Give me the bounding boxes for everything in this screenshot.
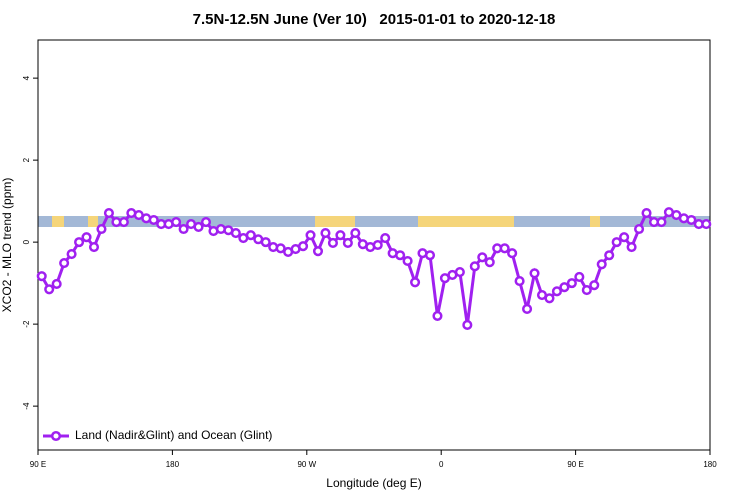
data-point <box>260 237 271 248</box>
land-patch <box>88 216 98 227</box>
data-point <box>619 232 630 243</box>
data-point <box>462 319 473 331</box>
y-tick-label: -2 <box>22 320 31 328</box>
x-tick-label: 90 E <box>30 460 46 469</box>
data-point <box>305 230 316 241</box>
y-axis-label: XCO2 - MLO trend (ppm) <box>0 178 14 313</box>
x-tick-label: 90 W <box>297 460 316 469</box>
data-point <box>335 230 346 241</box>
data-point <box>410 277 421 288</box>
ocean-band <box>38 216 710 227</box>
data-point <box>36 271 47 282</box>
data-point <box>44 284 55 295</box>
data-point <box>424 250 436 261</box>
data-point <box>81 232 92 243</box>
data-point <box>656 216 667 228</box>
data-point <box>245 230 256 241</box>
data-point <box>604 250 615 261</box>
x-axis-label: Longitude (deg E) <box>326 476 421 490</box>
data-point <box>634 223 645 235</box>
data-point <box>559 282 570 293</box>
data-point <box>298 241 309 252</box>
x-tick-label: 0 <box>439 460 444 469</box>
legend-marker <box>50 430 62 442</box>
data-point <box>477 252 488 263</box>
data-point <box>514 276 525 287</box>
data-point <box>566 278 577 289</box>
data-point <box>686 214 697 226</box>
data-point <box>66 248 77 260</box>
data-point <box>118 216 129 228</box>
data-point <box>499 243 510 254</box>
land-patch <box>590 216 600 227</box>
data-point <box>372 239 383 251</box>
map-band <box>38 216 710 227</box>
data-point <box>469 261 480 272</box>
data-point <box>327 237 338 248</box>
data-point <box>395 250 406 261</box>
data-point <box>342 237 353 248</box>
data-point <box>171 216 182 228</box>
data-point <box>275 243 286 254</box>
data-point <box>96 223 107 235</box>
plot-frame <box>37 39 711 451</box>
data-point <box>454 267 465 278</box>
x-tick-label: 180 <box>166 460 180 469</box>
legend-label: Land (Nadir&Glint) and Ocean (Glint) <box>75 428 272 442</box>
data-point <box>701 219 712 230</box>
data-point <box>529 268 540 279</box>
land-patch <box>315 216 355 227</box>
data-point <box>88 242 100 253</box>
y-tick-label: 2 <box>22 157 31 162</box>
y-tick-label: -4 <box>22 402 31 410</box>
data-point <box>148 214 159 226</box>
data-point <box>74 237 85 248</box>
data-point <box>641 207 652 219</box>
data-point <box>103 207 114 219</box>
data-point <box>626 242 637 253</box>
data-point <box>312 246 324 257</box>
data-point <box>544 293 555 304</box>
data-point <box>402 255 413 267</box>
data-point <box>574 271 585 283</box>
y-tick-label: 4 <box>22 75 31 80</box>
data-point <box>193 221 204 233</box>
data-point <box>507 248 518 259</box>
data-point <box>432 310 443 321</box>
y-tick-label: 0 <box>22 239 31 244</box>
data-point <box>51 278 62 290</box>
data-point <box>200 216 212 228</box>
data-point <box>484 257 495 268</box>
data-point <box>611 237 622 248</box>
land-patch <box>52 216 64 227</box>
chart-title: 7.5N-12.5N June (Ver 10) 2015-01-01 to 2… <box>193 11 556 28</box>
data-point <box>320 228 331 239</box>
land-patch <box>418 216 514 227</box>
x-tick-label: 90 E <box>567 460 583 469</box>
data-point <box>59 257 70 269</box>
data-point <box>380 232 391 244</box>
data-point <box>589 280 600 291</box>
x-tick-label: 180 <box>703 460 717 469</box>
data-point <box>551 286 562 297</box>
data-point <box>581 285 592 296</box>
series-line <box>40 210 707 326</box>
data-point <box>596 259 607 270</box>
data-point <box>230 228 241 239</box>
data-point <box>178 223 189 235</box>
data-point <box>522 303 533 315</box>
data-point <box>350 228 361 239</box>
